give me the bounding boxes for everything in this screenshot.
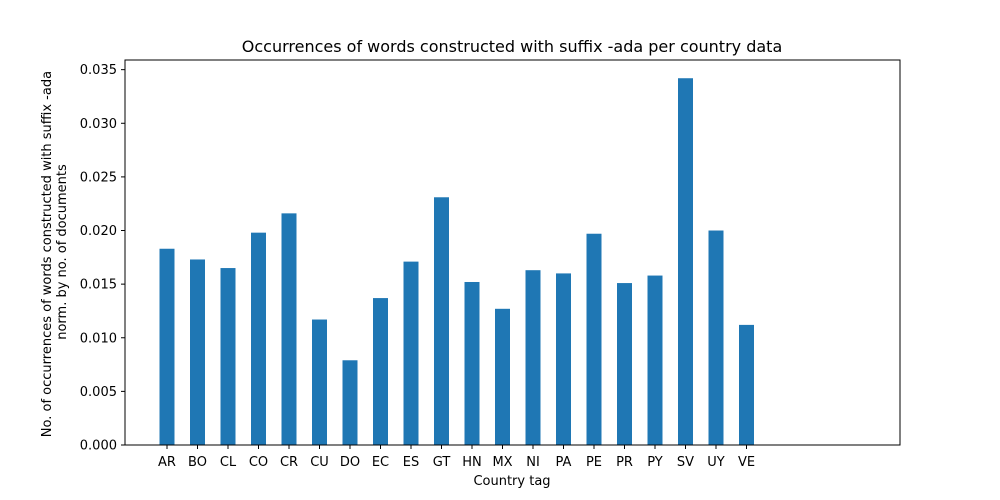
x-tick-label: GT [433, 455, 451, 470]
y-tick-label: 0.020 [80, 224, 117, 239]
y-axis-ticks: 0.000 0.005 0.010 0.015 0.020 0.025 0.030 0.035 [80, 63, 125, 454]
x-tick-label: MX [492, 455, 512, 470]
y-tick-label: 0.015 [80, 278, 117, 293]
y-axis-label-line-2: norm. by no. of documents [55, 164, 70, 340]
bar-mx [495, 308, 510, 445]
x-tick-label: HN [462, 455, 482, 470]
bar-es [403, 261, 419, 445]
x-tick-label: PY [647, 455, 663, 470]
x-tick-label: PE [586, 455, 602, 470]
bar-cr [281, 213, 297, 445]
x-tick-label: CR [280, 455, 298, 470]
bar-co [251, 232, 266, 445]
y-tick-label: 0.010 [80, 331, 117, 346]
x-tick-label: SV [677, 455, 694, 470]
x-tick-label: VE [738, 455, 755, 470]
x-tick-label: EC [372, 455, 389, 470]
x-axis-label: Country tag [473, 474, 550, 489]
y-axis-label-line-1: No. of occurrences of words constructed … [40, 71, 55, 437]
x-tick-label: UY [707, 455, 725, 470]
x-tick-label: PA [556, 455, 572, 470]
bar-ar [159, 248, 175, 445]
x-axis-ticks: AR BO CL CO CR CU DO EC ES GT HN MX NI PA PE PR PY SV UY VE [158, 445, 755, 470]
x-tick-label: CO [249, 455, 268, 470]
bar-sv [678, 78, 693, 445]
bar-cl [220, 268, 236, 445]
bar-cu [312, 319, 327, 445]
bar-ec [373, 298, 388, 445]
x-tick-label: PR [616, 455, 633, 470]
bar-ni [525, 270, 541, 445]
x-tick-label: BO [188, 455, 207, 470]
x-tick-label: CU [310, 455, 329, 470]
chart-title: Occurrences of words constructed with su… [242, 37, 783, 56]
bar-pe [586, 233, 602, 445]
y-axis-label: No. of occurrences of words constructed … [40, 67, 70, 437]
bar-gt [434, 197, 449, 445]
x-tick-label: NI [526, 455, 540, 470]
bar-do [342, 360, 358, 445]
y-tick-label: 0.025 [80, 170, 117, 185]
bar-pr [617, 283, 632, 445]
plot-frame [124, 59, 901, 446]
x-tick-label: DO [340, 455, 360, 470]
bar-ve [739, 324, 754, 445]
y-tick-label: 0.035 [80, 63, 117, 78]
bar-pa [556, 273, 571, 445]
y-tick-label: 0.000 [80, 439, 117, 454]
bars-group [159, 78, 754, 445]
x-tick-label: ES [403, 455, 419, 470]
bar-bo [190, 259, 205, 445]
y-tick-label: 0.005 [80, 385, 117, 400]
bar-uy [708, 230, 724, 445]
bar-hn [464, 281, 480, 445]
x-tick-label: AR [158, 455, 176, 470]
x-tick-label: CL [220, 455, 237, 470]
y-tick-label: 0.030 [80, 117, 117, 132]
bar-py [647, 275, 663, 445]
